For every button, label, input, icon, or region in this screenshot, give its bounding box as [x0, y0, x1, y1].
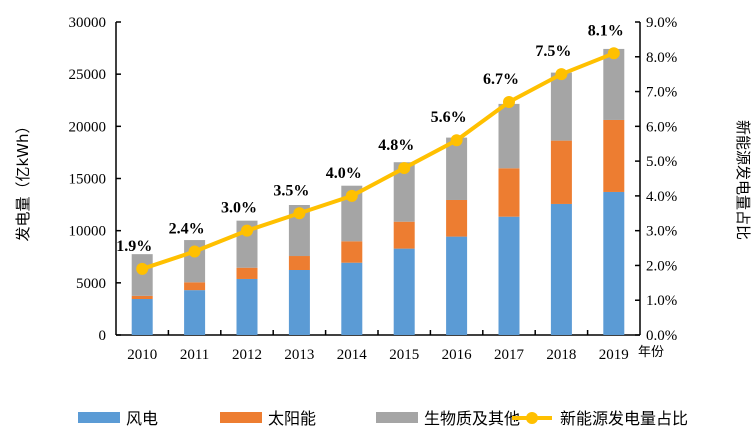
bar-生物质及其他-2017: [498, 103, 520, 169]
bar-风电-2010: [131, 299, 153, 335]
x-tick-label: 2018: [546, 347, 576, 363]
data-label: 8.1%: [588, 22, 624, 39]
bar-风电-2014: [341, 262, 363, 335]
bar-风电-2019: [603, 191, 625, 335]
bar-太阳能-2015: [393, 221, 415, 249]
y-tick-label: 15000: [69, 172, 107, 188]
legend-label: 新能源发电量占比: [560, 409, 688, 428]
bar-风电-2016: [446, 236, 468, 335]
data-label: 4.8%: [378, 137, 414, 154]
legend-label: 生物质及其他: [424, 409, 520, 428]
x-axis-label: 年份: [638, 345, 664, 360]
line-point-2015: [398, 162, 411, 175]
bar-风电-2013: [288, 270, 310, 335]
bar-太阳能-2011: [184, 282, 206, 291]
bar-太阳能-2010: [131, 295, 153, 300]
data-label: 1.9%: [116, 238, 152, 255]
legend-item: 生物质及其他: [376, 409, 520, 428]
data-label: 7.5%: [535, 43, 571, 60]
line-point-2010: [136, 262, 149, 275]
line-point-2019: [607, 47, 620, 60]
bar-生物质及其他-2018: [550, 72, 572, 141]
x-tick-label: 2014: [337, 347, 368, 363]
line-point-2016: [450, 134, 463, 147]
bar-太阳能-2018: [550, 140, 572, 204]
y-tick-label: 5000: [76, 276, 106, 292]
x-tick-label: 2011: [180, 347, 209, 363]
legend-swatch: [78, 412, 120, 423]
bar-太阳能-2014: [341, 241, 363, 263]
bar-太阳能-2017: [498, 168, 520, 217]
legend: 风电 太阳能 生物质及其他 新能源发电量占比: [78, 409, 688, 428]
y-tick-label: 30000: [69, 15, 107, 31]
bar-风电-2015: [393, 248, 415, 335]
y2-axis-label: 新能源发电量占比: [734, 120, 752, 240]
bar-生物质及其他-2010: [131, 254, 153, 296]
data-label: 5.6%: [431, 109, 467, 126]
bar-风电-2011: [184, 290, 206, 335]
y2-tick-label: 6.0%: [646, 119, 677, 135]
legend-label: 太阳能: [268, 409, 316, 428]
line-point-2018: [555, 68, 568, 81]
y-tick-label: 0: [99, 328, 107, 344]
y2-tick-label: 3.0%: [646, 224, 677, 240]
bar-风电-2018: [550, 203, 572, 335]
data-label: 3.5%: [273, 182, 309, 199]
data-label: 4.0%: [326, 165, 362, 182]
y2-tick-label: 1.0%: [646, 293, 677, 309]
y2-tick-label: 9.0%: [646, 15, 677, 31]
y2-tick-label: 0.0%: [646, 328, 677, 344]
y2-tick-label: 4.0%: [646, 189, 677, 205]
bar-风电-2017: [498, 216, 520, 335]
y2-tick-label: 7.0%: [646, 85, 677, 101]
y2-tick-label: 8.0%: [646, 50, 677, 66]
legend-item: 太阳能: [220, 409, 316, 428]
x-tick-label: 2015: [389, 347, 419, 363]
bar-太阳能-2019: [603, 119, 625, 192]
x-tick-label: 2019: [599, 347, 629, 363]
x-tick-label: 2012: [232, 347, 262, 363]
bar-太阳能-2012: [236, 267, 258, 279]
legend-swatch: [376, 412, 418, 423]
y-axis-label: 发电量（亿kWh）: [14, 118, 32, 241]
data-label: 2.4%: [169, 221, 205, 238]
y2-tick-label: 2.0%: [646, 258, 677, 274]
line-point-2011: [188, 245, 201, 258]
data-label: 3.0%: [221, 200, 257, 217]
y2-tick-label: 5.0%: [646, 154, 677, 170]
line-point-2014: [345, 189, 358, 202]
legend-swatch: [220, 412, 262, 423]
line-point-2017: [503, 95, 515, 108]
bar-生物质及其他-2016: [446, 137, 468, 200]
legend-marker: [526, 412, 538, 424]
legend-label: 风电: [126, 409, 158, 428]
bar-太阳能-2013: [288, 256, 310, 271]
y-tick-label: 10000: [69, 224, 107, 240]
bar-生物质及其他-2015: [393, 162, 415, 222]
x-tick-label: 2017: [494, 347, 525, 363]
line-point-2012: [241, 224, 253, 237]
bar-生物质及其他-2019: [603, 48, 625, 120]
x-tick-label: 2016: [442, 347, 473, 363]
y-tick-label: 20000: [69, 119, 107, 135]
data-label: 6.7%: [483, 71, 519, 88]
bar-风电-2012: [236, 278, 258, 335]
x-tick-label: 2013: [284, 347, 314, 363]
x-tick-label: 2010: [127, 347, 157, 363]
legend-item: 新能源发电量占比: [512, 409, 688, 428]
line-point-2013: [293, 207, 306, 220]
legend-item: 风电: [78, 409, 158, 428]
y-tick-label: 25000: [69, 67, 107, 83]
line-series: [141, 51, 615, 271]
bar-太阳能-2016: [446, 199, 468, 237]
bar-生物质及其他-2013: [288, 205, 310, 257]
